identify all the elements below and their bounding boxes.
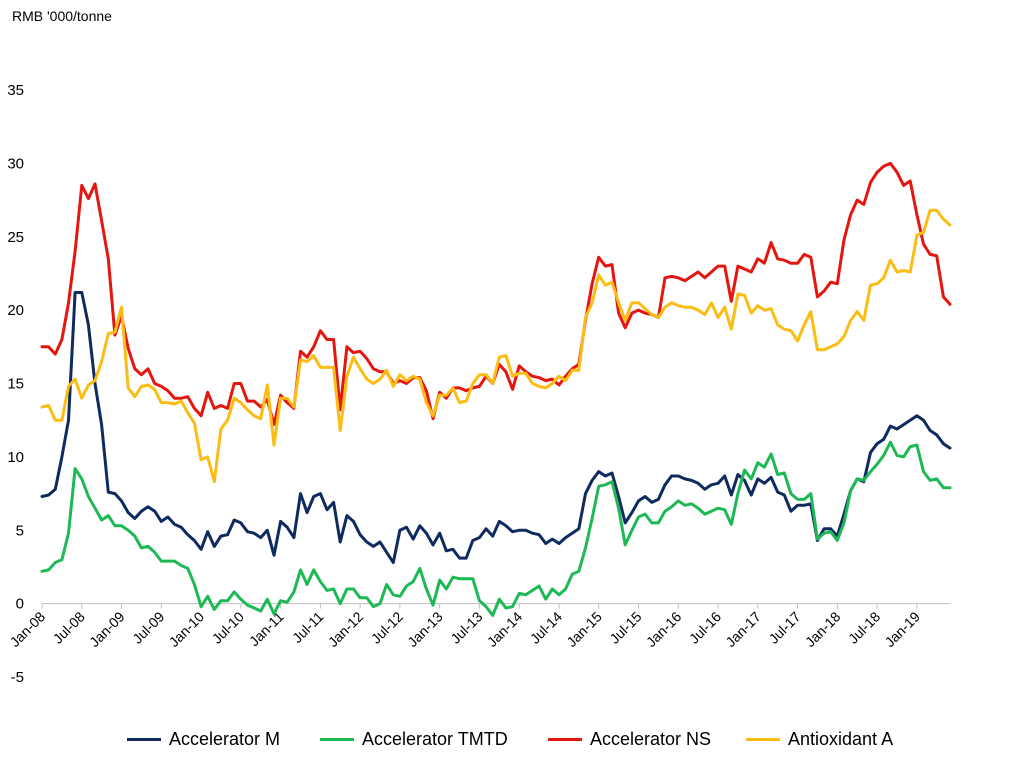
- x-tick-label: Jul-08: [50, 608, 88, 646]
- legend-item-antioxidant-a: Antioxidant A: [746, 729, 893, 750]
- x-tick-label: Jan-19: [881, 608, 923, 650]
- legend-item-accelerator-ns: Accelerator NS: [548, 729, 711, 750]
- x-tick-label: Jan-14: [484, 608, 526, 650]
- x-tick-label: Jul-11: [289, 608, 327, 646]
- x-tick-label: Jan-18: [802, 608, 844, 650]
- x-tick-label: Jan-08: [7, 608, 49, 650]
- x-tick-label: Jan-11: [246, 608, 287, 649]
- legend-label: Accelerator M: [169, 729, 281, 749]
- legend-swatch: [127, 738, 161, 741]
- x-tick-label: Jan-12: [325, 608, 367, 650]
- series-line-antioxidant-a: [40, 208, 952, 484]
- y-tick-label: -5: [11, 669, 24, 686]
- y-tick-label: 15: [7, 376, 24, 393]
- y-tick-label: 30: [7, 155, 24, 172]
- y-tick-label: 10: [7, 449, 24, 466]
- x-tick-label: Jan-16: [643, 608, 685, 650]
- series-line-accelerator-tmtd: [40, 440, 952, 617]
- y-axis-unit-label: RMB '000/tonne: [12, 8, 112, 24]
- legend-swatch: [746, 738, 780, 741]
- x-tick-label: Jul-17: [765, 608, 803, 646]
- series-line-accelerator-m: [40, 291, 952, 564]
- y-tick-label: 0: [16, 596, 24, 613]
- y-tick-label: 25: [7, 229, 24, 246]
- y-tick-label: 5: [16, 522, 24, 539]
- x-tick-label: Jan-10: [166, 608, 208, 650]
- x-tick-label: Jul-14: [527, 608, 565, 646]
- x-tick-label: Jan-15: [563, 608, 605, 650]
- legend-label: Antioxidant A: [788, 729, 894, 749]
- x-tick-label: Jul-15: [606, 608, 644, 646]
- legend-swatch: [320, 738, 354, 741]
- legend-label: Accelerator TMTD: [362, 729, 508, 749]
- x-tick-label: Jul-12: [368, 608, 406, 646]
- x-tick-label: Jan-09: [86, 608, 128, 650]
- series-line-accelerator-ns: [40, 161, 952, 427]
- x-tick-label: Jul-10: [209, 608, 247, 646]
- legend-swatch: [548, 738, 582, 741]
- legend-item-accelerator-tmtd: Accelerator TMTD: [320, 729, 508, 750]
- legend-label: Accelerator NS: [590, 729, 712, 749]
- x-tick-label: Jul-16: [686, 608, 724, 646]
- y-tick-label: 20: [7, 302, 24, 319]
- legend: Accelerator M Accelerator TMTD Accelerat…: [0, 729, 1024, 755]
- x-tick-label: Jul-09: [129, 608, 167, 646]
- x-tick-label: Jan-17: [722, 608, 764, 650]
- y-tick-label: 35: [7, 82, 24, 99]
- series-lines: [40, 161, 952, 617]
- x-tick-label: Jan-13: [404, 608, 446, 650]
- y-axis-ticks: -5 0 5 10 15 20 25 30 35: [7, 82, 24, 686]
- legend-item-accelerator-m: Accelerator M: [127, 729, 280, 750]
- x-tick-label: Jul-13: [447, 608, 485, 646]
- x-tick-label: Jul-18: [845, 608, 883, 646]
